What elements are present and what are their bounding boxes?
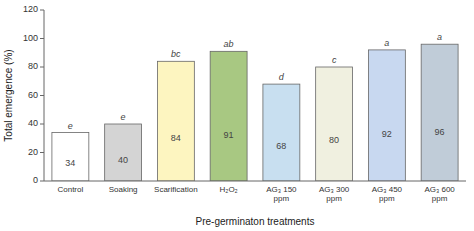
y-tick [40, 181, 44, 182]
x-tick-label-line: ppm [432, 194, 448, 203]
x-axis: ControlSoakingScarificationH₂O₂AG₃ 150pp… [57, 185, 455, 203]
value-label: 80 [329, 135, 339, 145]
x-tick-label: AG₃ 600ppm [424, 185, 455, 203]
x-tick-label-line: ppm [274, 194, 290, 203]
x-tick-label: AG₃ 300ppm [319, 185, 350, 203]
annotation: bc [171, 49, 181, 59]
x-tick-label: H₂O₂ [220, 185, 238, 194]
annotation: ab [224, 39, 234, 49]
x-tick-label-line: ppm [326, 194, 342, 203]
x-tick-label: Control [57, 185, 83, 194]
y-tick [40, 124, 44, 125]
y-tick-label: 60 [28, 90, 38, 100]
x-tick-label: Soaking [109, 185, 138, 194]
y-tick [40, 10, 44, 11]
bar [157, 61, 194, 181]
y-tick-label: 0 [33, 175, 38, 185]
x-tick-label-line: H₂O₂ [220, 185, 238, 194]
annotation: c [332, 55, 337, 65]
value-label: 68 [276, 141, 286, 151]
x-tick-label-line: Control [57, 185, 83, 194]
x-tick-label-line: ppm [379, 194, 395, 203]
bar [316, 67, 353, 181]
y-tick-label: 120 [23, 4, 38, 14]
chart-svg: 0 20 40 60 80 100 120 34 e 40 e 84 bc 91 ab 68 d 80 c 92 a 96… [0, 0, 474, 231]
x-tick-label-line: AG₃ 450 [372, 185, 403, 194]
value-label: 96 [435, 127, 445, 137]
bar [368, 50, 405, 181]
x-tick-label-line: Soaking [109, 185, 138, 194]
x-tick-label-line: AG₃ 600 [424, 185, 455, 194]
y-tick [40, 38, 44, 39]
x-tick-label-line: Scarification [154, 185, 198, 194]
value-label: 92 [382, 129, 392, 139]
annotation: a [384, 38, 389, 48]
x-tick-label: AG₃ 450ppm [372, 185, 403, 203]
bar [421, 44, 458, 181]
y-tick-label: 20 [28, 147, 38, 157]
bar [263, 84, 300, 181]
y-tick-label: 80 [28, 61, 38, 71]
value-label: 84 [171, 133, 181, 143]
labels: 34 e 40 e 84 bc 91 ab 68 d 80 c 92 a 96 a [65, 32, 444, 168]
x-axis-line [44, 181, 466, 182]
chart-container: 0 20 40 60 80 100 120 34 e 40 e 84 bc 91 ab 68 d 80 c 92 a 96… [0, 0, 474, 231]
bar [52, 133, 89, 181]
value-label: 40 [118, 155, 128, 165]
x-tick-label: Scarification [154, 185, 198, 194]
x-axis-title: Pre-germinaton treatments [196, 216, 315, 227]
annotation: e [121, 112, 126, 122]
page: {"chart_data": {"type": "bar", "categori… [0, 0, 474, 231]
y-axis-title: Total emergence (%) [3, 49, 14, 141]
bar [210, 51, 247, 181]
y-tick [40, 95, 44, 96]
y-tick [40, 67, 44, 68]
value-label: 34 [65, 158, 75, 168]
y-tick-label: 100 [23, 33, 38, 43]
value-label: 91 [224, 130, 234, 140]
x-tick-label-line: AG₃ 300 [319, 185, 350, 194]
annotation: e [68, 121, 73, 131]
y-tick [40, 152, 44, 153]
y-tick-label: 40 [28, 118, 38, 128]
annotation: d [279, 72, 285, 82]
x-tick-label-line: AG₃ 150 [266, 185, 297, 194]
annotation: a [437, 32, 442, 42]
y-axis-line [44, 10, 45, 181]
y-axis: 0 20 40 60 80 100 120 [23, 4, 44, 185]
x-tick-label: AG₃ 150ppm [266, 185, 297, 203]
bars [52, 44, 458, 181]
bar [105, 124, 142, 181]
